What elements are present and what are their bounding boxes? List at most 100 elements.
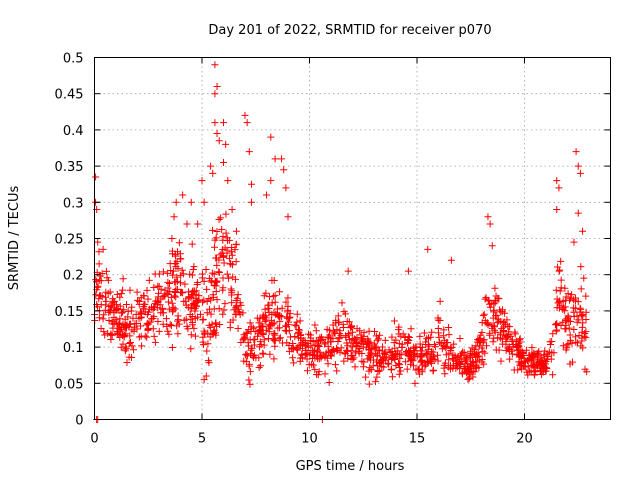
data-point	[334, 312, 342, 320]
data-point	[182, 301, 190, 309]
data-point	[236, 299, 244, 307]
data-point	[188, 240, 196, 248]
data-point	[311, 354, 319, 362]
data-point	[203, 285, 211, 293]
data-point	[227, 248, 235, 256]
data-point	[337, 344, 345, 352]
data-point	[174, 264, 182, 272]
data-point	[490, 306, 498, 314]
data-point	[149, 305, 157, 313]
data-point	[491, 323, 499, 331]
data-point	[296, 334, 304, 342]
data-point	[151, 338, 159, 346]
data-point	[390, 354, 398, 362]
data-point	[465, 375, 473, 383]
data-point	[211, 61, 219, 69]
data-point	[213, 296, 221, 304]
data-point	[267, 133, 275, 141]
data-point	[552, 286, 560, 294]
data-point	[582, 334, 590, 342]
data-point	[344, 354, 352, 362]
data-point	[479, 337, 487, 345]
data-point	[135, 333, 143, 341]
data-point	[202, 265, 210, 273]
data-point	[390, 317, 398, 325]
data-point	[172, 278, 180, 286]
data-point	[92, 276, 100, 284]
data-point	[528, 344, 536, 352]
data-point	[502, 340, 510, 348]
data-point	[264, 304, 272, 312]
data-point	[561, 317, 569, 325]
data-point	[562, 293, 570, 301]
data-point	[186, 310, 194, 318]
data-point	[497, 308, 505, 316]
data-point	[220, 306, 228, 314]
data-point	[219, 246, 227, 254]
data-point	[293, 310, 301, 318]
data-point	[356, 344, 364, 352]
data-point	[291, 321, 299, 329]
data-point	[332, 316, 340, 324]
data-point	[492, 312, 500, 320]
data-point	[579, 319, 587, 327]
data-point	[157, 309, 165, 317]
data-point	[410, 343, 418, 351]
data-point	[388, 347, 396, 355]
data-point	[566, 296, 574, 304]
data-point	[133, 288, 141, 296]
data-point	[582, 292, 590, 300]
data-point	[194, 313, 202, 321]
data-point	[126, 332, 134, 340]
data-point	[351, 335, 359, 343]
data-point	[137, 308, 145, 316]
data-point	[179, 289, 187, 297]
data-point	[247, 198, 255, 206]
data-point	[408, 356, 416, 364]
data-point	[439, 332, 447, 340]
data-point	[397, 367, 405, 375]
data-point	[158, 304, 166, 312]
y-tick-label: 0.4	[63, 124, 84, 139]
data-point	[129, 346, 137, 354]
data-point	[222, 210, 230, 218]
data-point	[247, 346, 255, 354]
data-point	[340, 357, 348, 365]
data-point	[338, 299, 346, 307]
data-point	[488, 242, 496, 250]
data-point	[256, 338, 264, 346]
data-point	[486, 303, 494, 311]
data-point	[159, 320, 167, 328]
data-point	[371, 378, 379, 386]
data-point	[96, 272, 104, 280]
data-point	[441, 370, 449, 378]
data-point	[527, 368, 535, 376]
data-point	[420, 329, 428, 337]
data-point	[557, 257, 565, 265]
data-point	[410, 362, 418, 370]
data-point	[349, 355, 357, 363]
data-point	[401, 334, 409, 342]
data-point	[275, 335, 283, 343]
data-point	[576, 169, 584, 177]
data-point	[175, 239, 183, 247]
data-point	[428, 351, 436, 359]
data-point	[474, 348, 482, 356]
data-point	[167, 321, 175, 329]
data-point	[440, 364, 448, 372]
data-point	[259, 331, 267, 339]
data-point	[234, 291, 242, 299]
data-point	[150, 312, 158, 320]
data-point	[490, 308, 498, 316]
data-point	[483, 342, 491, 350]
data-point	[206, 323, 214, 331]
data-point	[453, 357, 461, 365]
data-point	[422, 341, 430, 349]
data-point	[298, 344, 306, 352]
data-point	[99, 315, 107, 323]
data-point	[137, 313, 145, 321]
data-point	[326, 338, 334, 346]
data-point	[497, 357, 505, 365]
data-point	[243, 329, 251, 337]
data-point	[518, 359, 526, 367]
